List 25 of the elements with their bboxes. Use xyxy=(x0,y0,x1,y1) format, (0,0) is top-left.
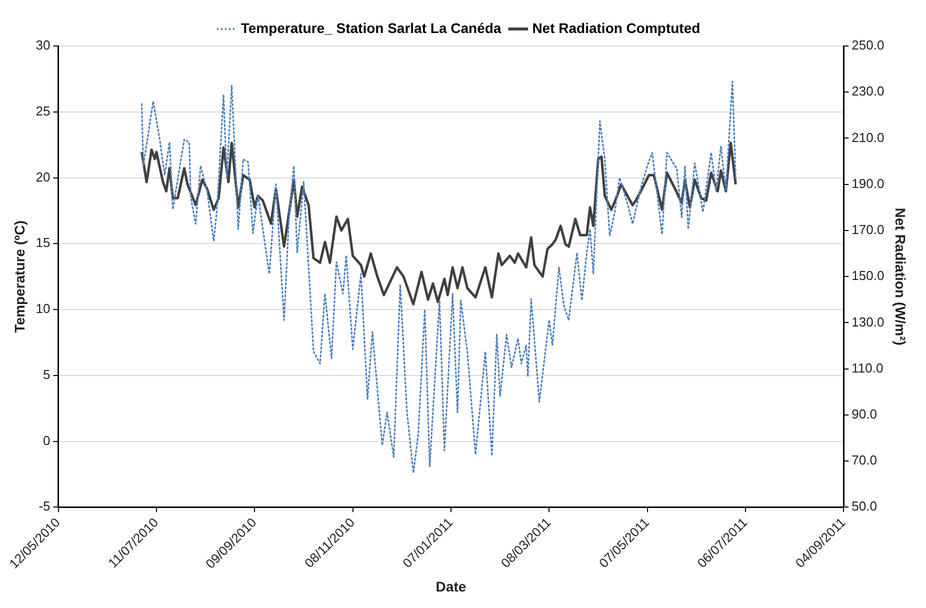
y2-tick-label: 110.0 xyxy=(852,360,884,376)
y2-tick-label: 90.0 xyxy=(852,406,877,422)
legend-label: Temperature_ Station Sarlat La Canéda xyxy=(240,20,502,36)
y-tick-label: 0 xyxy=(43,432,50,448)
y-tick-label: 15 xyxy=(36,235,50,250)
y2-tick-label: 50.0 xyxy=(852,498,877,514)
y2-tick-label: 130.0 xyxy=(852,314,884,330)
y2-tick-label: 170.0 xyxy=(852,222,884,238)
y2-tick-label: 150.0 xyxy=(852,268,884,284)
legend-label: Net Radiation Comptuted xyxy=(532,20,700,36)
y-tick-label: -5 xyxy=(38,498,50,514)
y2-tick-label: 190.0 xyxy=(852,176,884,191)
y2-tick-label: 230.0 xyxy=(852,84,884,99)
y-tick-label: 25 xyxy=(36,103,50,118)
x-axis-title: Date xyxy=(436,578,466,594)
y-tick-label: 10 xyxy=(36,301,50,316)
y2-tick-label: 70.0 xyxy=(852,452,877,468)
y-axis-title: Temperature (ºC) xyxy=(11,220,28,333)
y-tick-label: 20 xyxy=(36,169,50,184)
line-series xyxy=(140,80,736,474)
y2-tick-label: 210.0 xyxy=(852,130,884,145)
y-tick-label: 30 xyxy=(36,38,50,53)
y2-tick-label: 250.0 xyxy=(852,38,884,53)
y-tick-label: 5 xyxy=(43,366,50,382)
y2-axis-title: Net Radiation (W/m²) xyxy=(892,208,909,346)
